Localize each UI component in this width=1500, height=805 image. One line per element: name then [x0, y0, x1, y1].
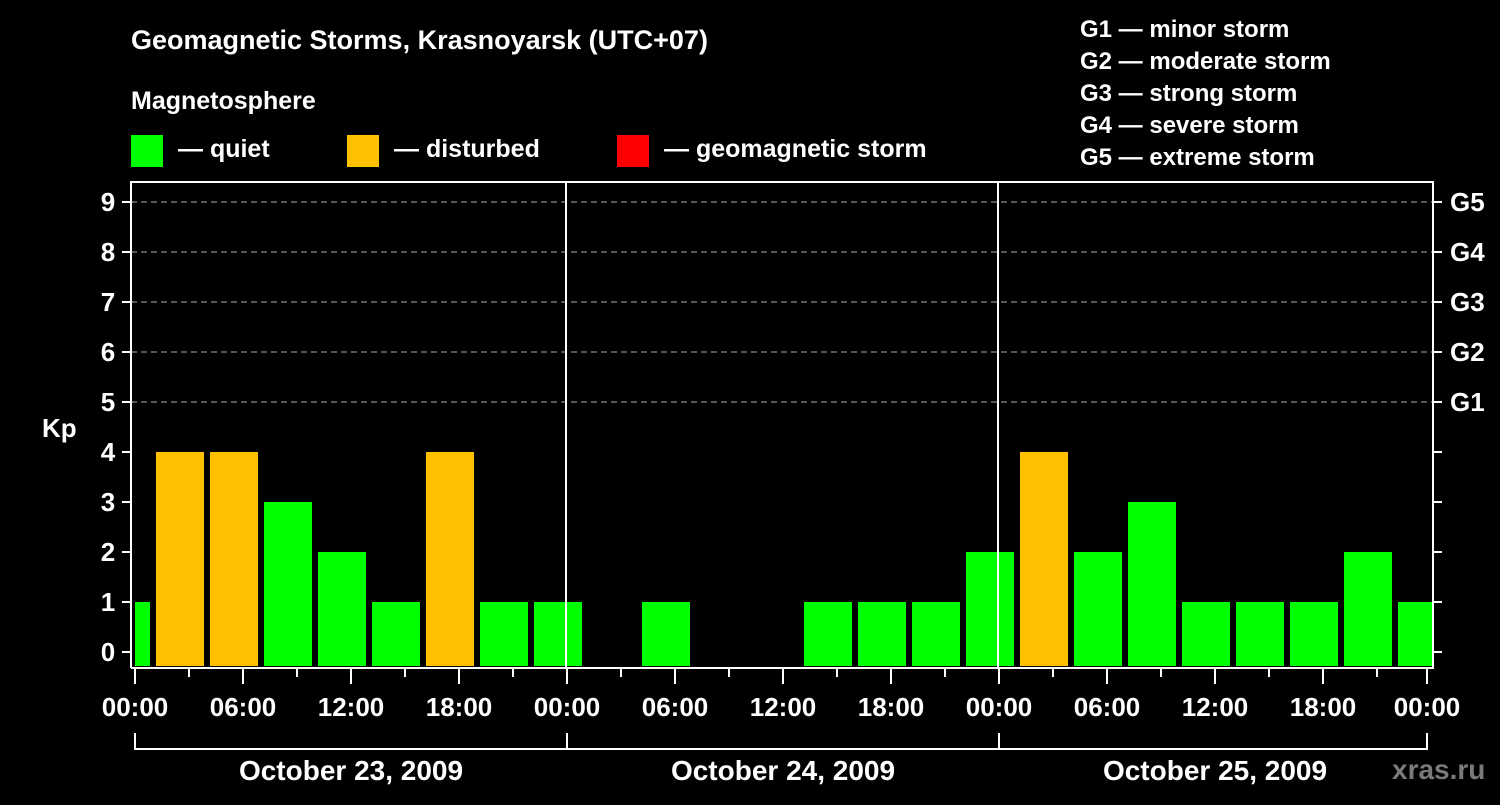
y-tick-label: 0 — [101, 637, 115, 667]
legend-swatch-disturbed — [347, 135, 379, 167]
kp-bar — [642, 602, 690, 666]
legend-swatch-quiet — [131, 135, 163, 167]
kp-bar — [210, 452, 258, 666]
x-tick-label: 00:00 — [534, 692, 601, 722]
legend-swatch-storm — [617, 135, 649, 167]
kp-bar — [1344, 552, 1392, 666]
g-level-label: G5 — [1450, 187, 1485, 217]
chart-subtitle: Magnetosphere — [131, 87, 316, 115]
kp-bar — [1290, 602, 1338, 666]
x-tick-label: 06:00 — [642, 692, 709, 722]
gridlines — [131, 201, 1433, 403]
kp-bar — [1020, 452, 1068, 666]
legend-label-disturbed: — disturbed — [394, 135, 540, 163]
x-tick-label: 12:00 — [750, 692, 817, 722]
kp-bar — [1128, 502, 1176, 666]
kp-bar — [135, 602, 150, 666]
watermark: xras.ru — [1392, 754, 1485, 785]
y-tick-label: 8 — [101, 237, 115, 267]
y-tick-label: 7 — [101, 287, 115, 317]
kp-bar — [372, 602, 420, 666]
x-axis-ticks: 00:00 06:00 12:00 18:00 00:00 06:00 12:00 18:00… — [102, 668, 1461, 722]
kp-bar — [318, 552, 366, 666]
g1-legend: G1 — minor storm — [1080, 16, 1289, 43]
kp-bar — [480, 602, 528, 666]
x-tick-label: 06:00 — [210, 692, 277, 722]
kp-bar — [804, 602, 852, 666]
x-tick-label: 18:00 — [858, 692, 925, 722]
right-axis-ticks: G1 G2 G3 G4 G5 — [1433, 187, 1485, 653]
x-tick-label: 06:00 — [1074, 692, 1141, 722]
g4-legend: G4 — severe storm — [1080, 112, 1299, 139]
kp-bar — [912, 602, 960, 666]
y-tick-label: 6 — [101, 337, 115, 367]
y-axis-ticks: 0 1 2 3 4 5 6 7 8 9 — [101, 187, 131, 667]
kp-bar — [534, 602, 582, 666]
kp-bar — [1236, 602, 1284, 666]
x-tick-label: 12:00 — [318, 692, 385, 722]
bars — [135, 452, 1432, 666]
x-tick-label: 12:00 — [1182, 692, 1249, 722]
y-tick-label: 2 — [101, 537, 115, 567]
y-tick-label: 1 — [101, 587, 115, 617]
kp-bar — [426, 452, 474, 666]
x-tick-label: 00:00 — [1394, 692, 1461, 722]
g2-legend: G2 — moderate storm — [1080, 48, 1331, 75]
y-axis-label: Kp — [42, 413, 77, 443]
y-tick-label: 4 — [101, 437, 116, 467]
date-label: October 24, 2009 — [671, 755, 895, 786]
kp-bar — [264, 502, 312, 666]
chart-title: Geomagnetic Storms, Krasnoyarsk (UTC+07) — [131, 25, 708, 55]
kp-bar — [1074, 552, 1122, 666]
x-tick-label: 18:00 — [1290, 692, 1357, 722]
legend-label-quiet: — quiet — [178, 135, 270, 163]
y-tick-label: 3 — [101, 487, 115, 517]
y-tick-label: 9 — [101, 187, 115, 217]
kp-bar — [1398, 602, 1432, 666]
date-brackets: October 23, 2009 October 24, 2009 October … — [134, 733, 1428, 786]
g3-legend: G3 — strong storm — [1080, 80, 1297, 107]
legend-label-storm: — geomagnetic storm — [664, 135, 927, 163]
kp-bar — [966, 552, 1014, 666]
kp-bar — [1182, 602, 1230, 666]
g-level-label: G1 — [1450, 387, 1485, 417]
g-level-label: G4 — [1450, 237, 1485, 267]
date-label: October 25, 2009 — [1103, 755, 1327, 786]
g5-legend: G5 — extreme storm — [1080, 144, 1315, 171]
kp-bar — [858, 602, 906, 666]
g-level-label: G2 — [1450, 337, 1485, 367]
kp-bar — [156, 452, 204, 666]
x-tick-label: 18:00 — [426, 692, 493, 722]
g-level-label: G3 — [1450, 287, 1485, 317]
x-tick-label: 00:00 — [966, 692, 1033, 722]
g-scale-legend: G1 — minor storm G2 — moderate storm G3 … — [1080, 16, 1331, 171]
date-label: October 23, 2009 — [239, 755, 463, 786]
status-legend: — quiet — disturbed — geomagnetic storm — [131, 135, 927, 167]
y-tick-label: 5 — [101, 387, 115, 417]
x-tick-label: 00:00 — [102, 692, 169, 722]
